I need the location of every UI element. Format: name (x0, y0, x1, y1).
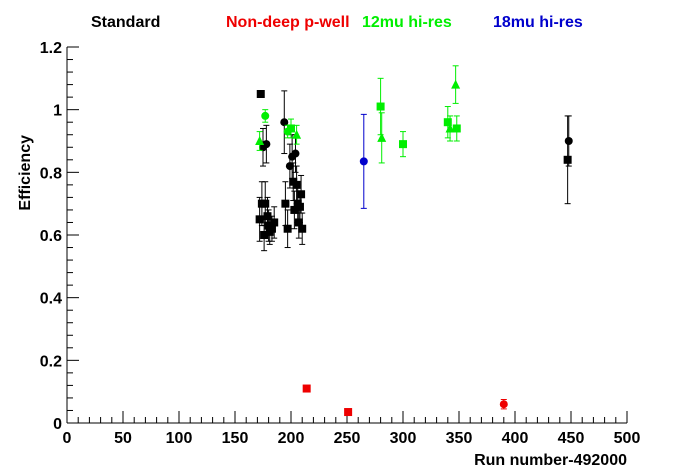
y-axis-title: Efficiency (17, 135, 34, 211)
data-point (297, 190, 306, 199)
legend-entry-12mu-hi-res: 12mu hi-res (362, 14, 452, 31)
x-tick-label: 300 (390, 430, 417, 447)
y-tick-label: 0.2 (40, 353, 62, 370)
legend-entry-non-deep-p-well: Non-deep p-well (226, 14, 350, 31)
y-tick-label: 0.4 (40, 291, 62, 308)
data-point (302, 384, 311, 393)
data-point (292, 129, 302, 139)
x-tick-label: 350 (446, 430, 473, 447)
x-tick-label: 200 (278, 430, 305, 447)
data-point (359, 157, 368, 166)
data-point (260, 231, 269, 239)
y-tick-label: 0.8 (40, 165, 62, 182)
data-point (267, 224, 276, 233)
x-tick-label: 250 (334, 430, 361, 447)
data-point (344, 408, 353, 417)
x-axis-title: Run number-492000 (474, 452, 627, 469)
legend-entry-18mu-hi-res: 18mu hi-res (493, 14, 583, 31)
data-point (270, 218, 279, 227)
data-marks (255, 65, 573, 417)
data-point (445, 123, 455, 133)
data-point (256, 90, 265, 98)
data-point (377, 132, 387, 142)
data-point (298, 224, 307, 233)
x-tick-label: 0 (63, 430, 72, 447)
series-18mu-hi-res (359, 113, 368, 209)
data-point (255, 136, 265, 145)
x-tick-label: 400 (502, 430, 529, 447)
data-point (452, 124, 461, 133)
data-point (261, 111, 270, 120)
data-point (376, 102, 385, 111)
data-point (263, 212, 272, 221)
x-tick-label: 100 (166, 430, 193, 447)
data-point (563, 155, 572, 164)
x-tick-label: 500 (614, 430, 641, 447)
data-point (262, 140, 271, 149)
y-tick-label: 1.2 (40, 40, 62, 57)
x-tick-label: 150 (222, 430, 249, 447)
legend-entry-standard: Standard (91, 14, 161, 31)
data-point (451, 79, 461, 89)
series-standard (255, 90, 573, 252)
data-point (281, 199, 290, 208)
data-point (499, 400, 508, 409)
axes: 0 50 100 150 200 250 300 350 400 450 500 0 0.2 0.4 0.6… (40, 40, 641, 447)
data-point (443, 118, 452, 127)
data-point (564, 137, 573, 145)
data-point (261, 199, 270, 208)
data-point (255, 215, 264, 224)
data-point (287, 124, 295, 133)
series-12mu-hi-res (255, 65, 461, 164)
x-tick-label: 450 (558, 430, 585, 447)
series-non-deep-p-well (302, 384, 508, 417)
data-point (283, 224, 292, 233)
data-point (291, 149, 300, 158)
y-tick-label: 1 (53, 103, 62, 120)
y-tick-label: 0.6 (40, 228, 62, 245)
data-point (280, 118, 289, 127)
plot-frame (67, 47, 627, 423)
y-tick-label: 0 (53, 416, 62, 433)
x-tick-label: 50 (114, 430, 132, 447)
data-point (295, 202, 304, 211)
data-point (399, 140, 407, 149)
data-point (290, 205, 299, 214)
